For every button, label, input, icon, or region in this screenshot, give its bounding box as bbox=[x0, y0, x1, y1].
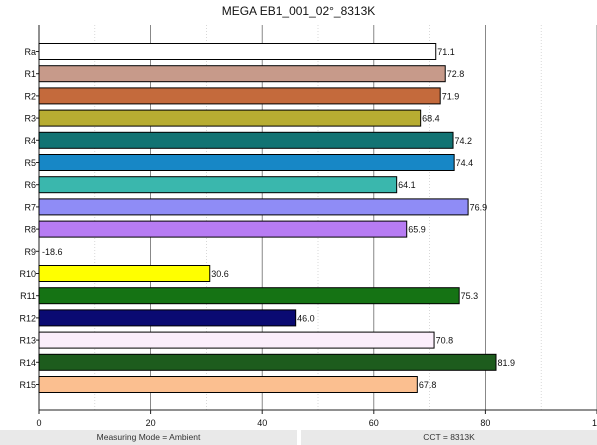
bar-r12 bbox=[38, 309, 297, 327]
value-label: 72.8 bbox=[447, 69, 465, 79]
category-label: R6 bbox=[24, 180, 36, 190]
category-label: R13 bbox=[19, 336, 36, 346]
bar-r11 bbox=[38, 287, 460, 305]
category-label: R7 bbox=[24, 202, 36, 212]
category-label: R3 bbox=[24, 114, 36, 124]
value-label: 30.6 bbox=[211, 269, 229, 279]
bar-r6 bbox=[38, 176, 398, 194]
bar-r4 bbox=[38, 131, 454, 149]
bar-ra bbox=[38, 43, 437, 60]
category-label: R12 bbox=[19, 313, 36, 323]
bar-chart: 0 20 40 60 80 10 Ra 71.1 R1 72.8 R2 71.9 R3 68.4 R4 74.… bbox=[19, 25, 597, 428]
value-label: 81.9 bbox=[498, 358, 516, 368]
measuring-mode-status: Measuring Mode = Ambient bbox=[0, 430, 297, 445]
bar-r14 bbox=[38, 353, 497, 371]
bar-r15 bbox=[38, 376, 418, 393]
category-label: R8 bbox=[24, 225, 36, 235]
category-label: R14 bbox=[19, 358, 36, 368]
value-label: 75.3 bbox=[461, 291, 479, 301]
category-label: R9 bbox=[24, 247, 36, 257]
bar-r1 bbox=[38, 65, 446, 83]
value-label: 71.1 bbox=[437, 47, 455, 57]
bar-r13 bbox=[38, 331, 435, 349]
x-tick-label: 0 bbox=[36, 418, 41, 428]
value-label: -18.6 bbox=[42, 247, 63, 257]
value-label: 71.9 bbox=[442, 91, 460, 101]
x-tick-label: 80 bbox=[480, 418, 490, 428]
x-tick-label: 40 bbox=[257, 418, 267, 428]
value-label: 74.4 bbox=[456, 158, 474, 168]
x-tick-label: 20 bbox=[146, 418, 156, 428]
category-label: R11 bbox=[20, 291, 36, 301]
bar-r5 bbox=[38, 154, 455, 171]
value-label: 76.9 bbox=[470, 202, 488, 212]
category-label: Ra bbox=[24, 47, 36, 57]
bar-r2 bbox=[38, 87, 441, 105]
chart-title: MEGA EB1_001_02°_8313K bbox=[221, 4, 376, 18]
value-label: 65.9 bbox=[408, 225, 426, 235]
value-label: 70.8 bbox=[436, 336, 454, 346]
bar-r8 bbox=[38, 220, 408, 238]
x-tick-label: 10 bbox=[592, 418, 597, 428]
category-label: R10 bbox=[19, 269, 36, 279]
value-label: 74.2 bbox=[455, 136, 473, 146]
category-label: R1 bbox=[24, 69, 36, 79]
value-label: 64.1 bbox=[398, 180, 416, 190]
value-label: 67.8 bbox=[419, 380, 437, 390]
category-label: R5 bbox=[24, 158, 36, 168]
bar-r10 bbox=[38, 265, 211, 282]
value-label: 46.0 bbox=[297, 313, 315, 323]
category-label: R2 bbox=[24, 91, 36, 101]
cct-status: CCT = 8313K bbox=[301, 430, 597, 445]
value-label: 68.4 bbox=[422, 114, 440, 124]
x-tick-label: 60 bbox=[369, 418, 379, 428]
bar-r7 bbox=[38, 198, 469, 216]
category-label: R4 bbox=[24, 136, 36, 146]
category-label: R15 bbox=[19, 380, 36, 390]
bar-r3 bbox=[38, 109, 422, 127]
status-bar: Measuring Mode = Ambient CCT = 8313K bbox=[0, 430, 597, 445]
